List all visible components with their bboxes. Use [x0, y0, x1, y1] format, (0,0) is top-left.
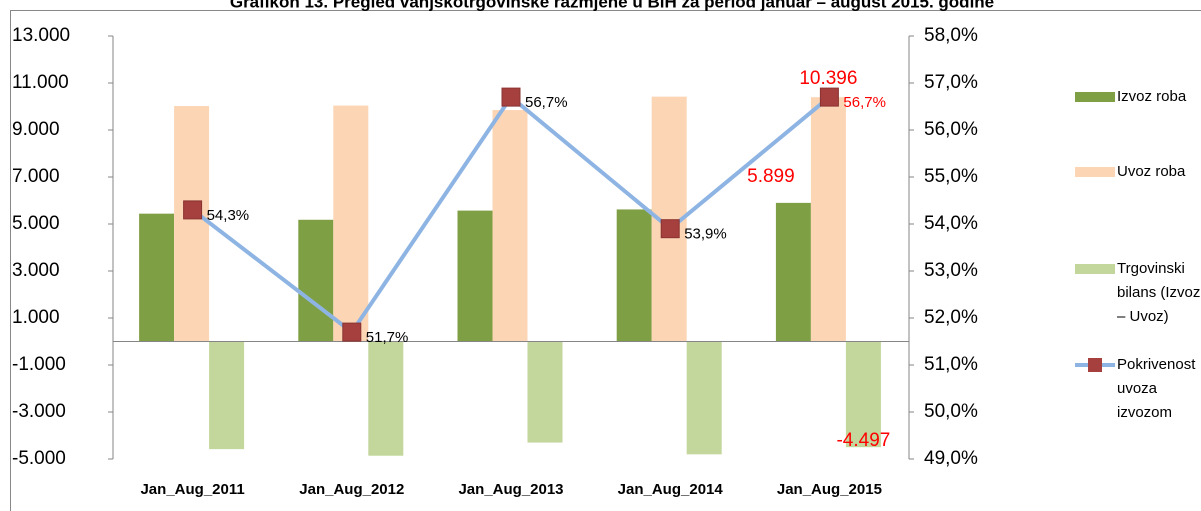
y2-tick-label: 52,0% [924, 307, 978, 328]
bar [616, 209, 652, 342]
data-label: -4.497 [836, 430, 890, 451]
y2-tick-label: 55,0% [924, 166, 978, 187]
x-tick-label: Jan_Aug_2013 [458, 481, 563, 498]
x-tick-label: Jan_Aug_2015 [777, 481, 882, 498]
line-marker [501, 87, 521, 107]
x-tick-label: Jan_Aug_2014 [618, 481, 724, 498]
data-label: 10.396 [799, 68, 857, 89]
data-label: 54,3% [207, 207, 250, 224]
bar [368, 341, 404, 456]
y2-tick-label: 50,0% [924, 401, 978, 422]
y-tick-label: 5.000 [12, 213, 60, 234]
data-label: 53,9% [684, 226, 727, 243]
y2-tick-label: 49,0% [924, 448, 978, 469]
bar [775, 202, 811, 342]
data-label: 51,7% [366, 329, 409, 346]
legend-label: Izvoz roba [1117, 88, 1187, 105]
legend-label: Pokrivenost uvoza izvozom [1117, 356, 1196, 421]
y2-tick-label: 51,0% [924, 354, 978, 375]
bar [527, 341, 563, 443]
bar [457, 210, 493, 342]
x-tick-label: Jan_Aug_2012 [299, 481, 404, 498]
legend-label: Trgovinski bilans (Izvoz – Uvoz) [1117, 260, 1201, 325]
chart-frame [10, 10, 1201, 511]
y2-tick-label: 58,0% [924, 25, 978, 46]
y2-tick-label: 56,0% [924, 119, 978, 140]
legend-item: Pokrivenost uvoza izvozom [1117, 356, 1196, 421]
y-tick-label: 1.000 [12, 307, 60, 328]
legend-item: Trgovinski bilans (Izvoz – Uvoz) [1117, 260, 1201, 325]
y-tick-label: 7.000 [12, 166, 60, 187]
bar [333, 105, 369, 342]
data-label: 5.899 [747, 166, 795, 187]
y-tick-label: 3.000 [12, 260, 60, 281]
legend-item: Uvoz roba [1117, 163, 1186, 180]
y-tick-label: 11.000 [12, 72, 69, 93]
x-tick-label: Jan_Aug_2011 [140, 481, 244, 498]
chart-title: Grafikon 13. Pregled vanjskotrgovinske r… [230, 0, 994, 11]
bar [810, 97, 846, 342]
line-marker [819, 87, 839, 107]
bar [686, 341, 722, 455]
legend-swatch [1075, 264, 1115, 274]
line-marker [183, 200, 203, 220]
y2-tick-label: 57,0% [924, 72, 978, 93]
bar [845, 341, 881, 448]
y2-tick-label: 53,0% [924, 260, 978, 281]
legend-item: Izvoz roba [1117, 88, 1187, 105]
bar [209, 341, 245, 450]
legend-swatch [1075, 92, 1115, 102]
y-tick-label: 9.000 [12, 119, 60, 140]
y-tick-label: -3.000 [12, 401, 66, 422]
bar [298, 219, 334, 342]
bar [139, 213, 175, 342]
legend-swatch [1075, 167, 1115, 177]
y-tick-label: -5.000 [12, 448, 66, 469]
legend-label: Uvoz roba [1117, 163, 1186, 180]
bar [174, 106, 210, 342]
line-marker [660, 219, 680, 239]
y-tick-label: -1.000 [12, 354, 66, 375]
data-label: 56,7% [843, 94, 886, 111]
y2-tick-label: 54,0% [924, 213, 978, 234]
y-tick-label: 13.000 [12, 25, 70, 46]
legend-marker [1088, 358, 1102, 372]
line-marker [342, 322, 362, 342]
data-label: 56,7% [525, 94, 568, 111]
bar [492, 110, 528, 342]
